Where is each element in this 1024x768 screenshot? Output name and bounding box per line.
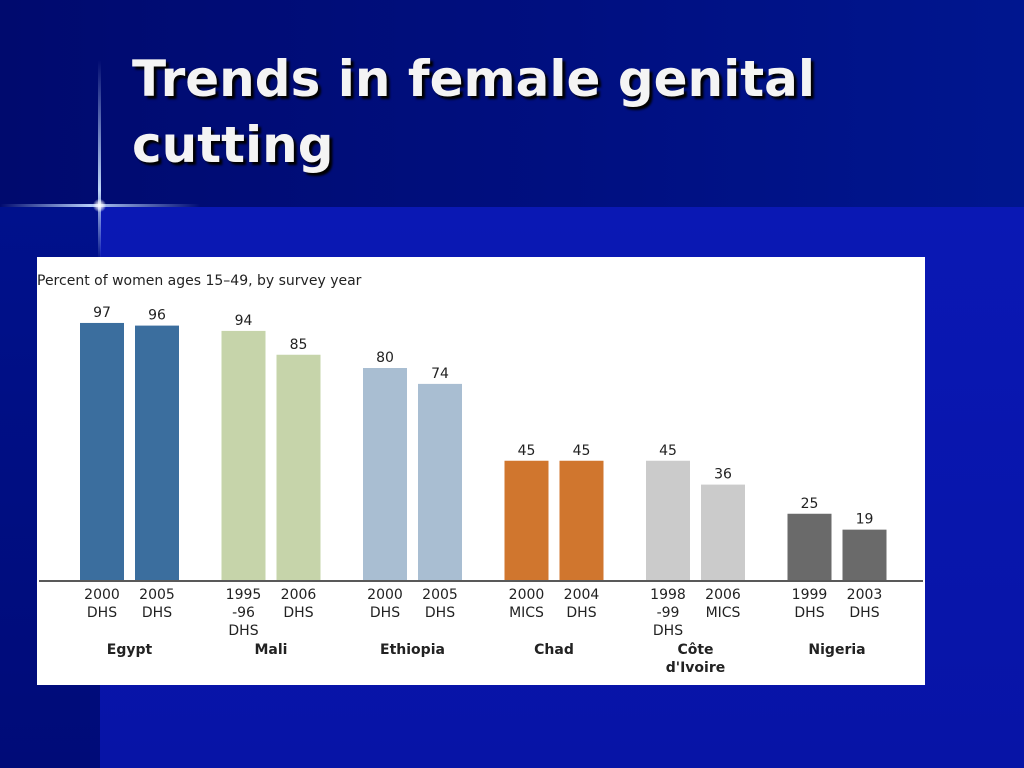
bar-value-label: 45: [659, 443, 677, 459]
bar-category-label: 2006: [705, 587, 741, 603]
country-label: Egypt: [107, 642, 153, 658]
bar-value-label: 45: [518, 443, 536, 459]
bar-category-label: DHS: [849, 605, 879, 621]
bars-layer: 97 2000 DHS 96 2005 DHS Egypt 94 1995 -96 DHS 85 200…: [80, 305, 887, 676]
bar-value-label: 19: [856, 512, 874, 528]
bar-category-label: 2004: [564, 587, 600, 603]
bar-category-label: 1995: [226, 587, 262, 603]
country-label: Ethiopia: [380, 642, 445, 658]
country-label: Côte: [677, 642, 713, 658]
bar-category-label: DHS: [87, 605, 117, 621]
bar: [504, 460, 549, 580]
country-label: Nigeria: [808, 642, 865, 658]
bar-category-label: DHS: [794, 605, 824, 621]
slide-title: Trends in female genital cutting: [132, 46, 992, 178]
country-label: Mali: [255, 642, 288, 658]
bar-value-label: 74: [431, 366, 449, 382]
bar-category-label: 2003: [847, 587, 883, 603]
bar-chart: Percent of women ages 15–49, by survey y…: [37, 273, 923, 676]
bar-value-label: 85: [290, 337, 308, 353]
bar-category-label: DHS: [283, 605, 313, 621]
bar: [646, 460, 690, 580]
bar-value-label: 94: [235, 313, 253, 329]
decorative-vertical-line: [98, 60, 101, 260]
bar-category-label: 2000: [367, 587, 403, 603]
country-label: d'Ivoire: [666, 660, 725, 676]
bar: [80, 322, 124, 580]
slide-title-line-1: Trends in female genital: [132, 50, 816, 108]
bar-category-label: 2000: [509, 587, 545, 603]
chart-panel: Percent of women ages 15–49, by survey y…: [37, 257, 925, 685]
bar-category-label: DHS: [653, 623, 683, 639]
bar: [842, 529, 887, 580]
bar-category-label: 2005: [422, 587, 458, 603]
bar-category-label: 2006: [281, 587, 317, 603]
bar: [221, 330, 266, 580]
sparkle-icon: [93, 199, 106, 212]
bar-category-label: DHS: [566, 605, 596, 621]
bar-category-label: DHS: [142, 605, 172, 621]
bar-value-label: 97: [93, 305, 111, 321]
bar: [701, 484, 745, 580]
bar: [276, 354, 321, 580]
bar-category-label: 2000: [84, 587, 120, 603]
bar-category-label: DHS: [228, 623, 258, 639]
country-label: Chad: [534, 642, 574, 658]
bar-value-label: 45: [573, 443, 591, 459]
bar: [418, 383, 462, 580]
bar-category-label: -96: [232, 605, 255, 621]
slide-header-background: [0, 0, 1024, 207]
bar: [559, 460, 604, 580]
bar-category-label: MICS: [706, 605, 741, 621]
bar-category-label: 2005: [139, 587, 175, 603]
bar-category-label: -99: [657, 605, 680, 621]
bar: [787, 513, 832, 580]
bar-category-label: DHS: [370, 605, 400, 621]
bar-value-label: 25: [801, 496, 819, 512]
bar-value-label: 36: [714, 467, 732, 483]
chart-subtitle: Percent of women ages 15–49, by survey y…: [37, 273, 362, 289]
bar-category-label: 1998: [650, 587, 686, 603]
bar-value-label: 96: [148, 308, 166, 324]
bar-category-label: 1999: [792, 587, 828, 603]
bar: [135, 325, 179, 580]
bar-category-label: MICS: [509, 605, 544, 621]
slide-title-line-2: cutting: [132, 116, 334, 174]
bar-category-label: DHS: [425, 605, 455, 621]
bar: [363, 368, 407, 580]
bar-value-label: 80: [376, 350, 394, 366]
